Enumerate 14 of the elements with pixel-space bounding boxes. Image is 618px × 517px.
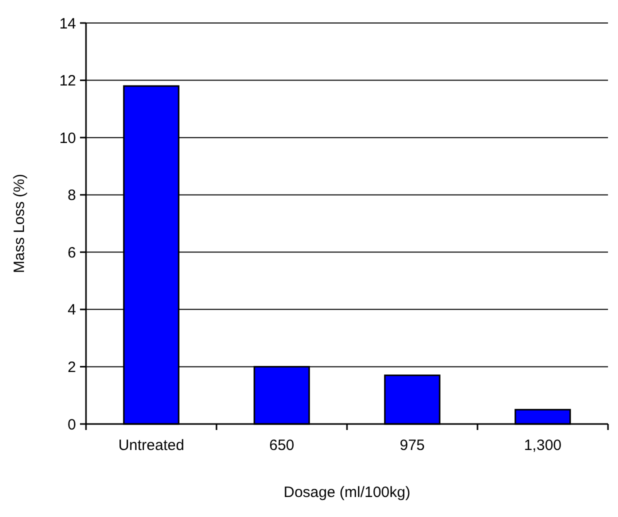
y-tick-label: 2 bbox=[68, 358, 76, 376]
y-tick-label: 6 bbox=[68, 244, 76, 262]
x-tick-label: 650 bbox=[269, 437, 294, 454]
y-tick-label: 12 bbox=[59, 72, 76, 90]
y-tick-label: 14 bbox=[59, 15, 76, 32]
y-tick-label: 4 bbox=[68, 302, 76, 319]
x-axis-title: Dosage (ml/100kg) bbox=[284, 484, 410, 501]
x-tick-label: Untreated bbox=[118, 437, 184, 454]
y-axis-title: Mass Loss (%) bbox=[11, 174, 28, 274]
x-tick-label: 975 bbox=[400, 437, 425, 454]
y-tick-label: 10 bbox=[59, 130, 76, 147]
y-tick-label: 8 bbox=[68, 187, 76, 204]
y-tick-label: 0 bbox=[68, 416, 76, 434]
x-tick-label: 1,300 bbox=[524, 437, 562, 454]
